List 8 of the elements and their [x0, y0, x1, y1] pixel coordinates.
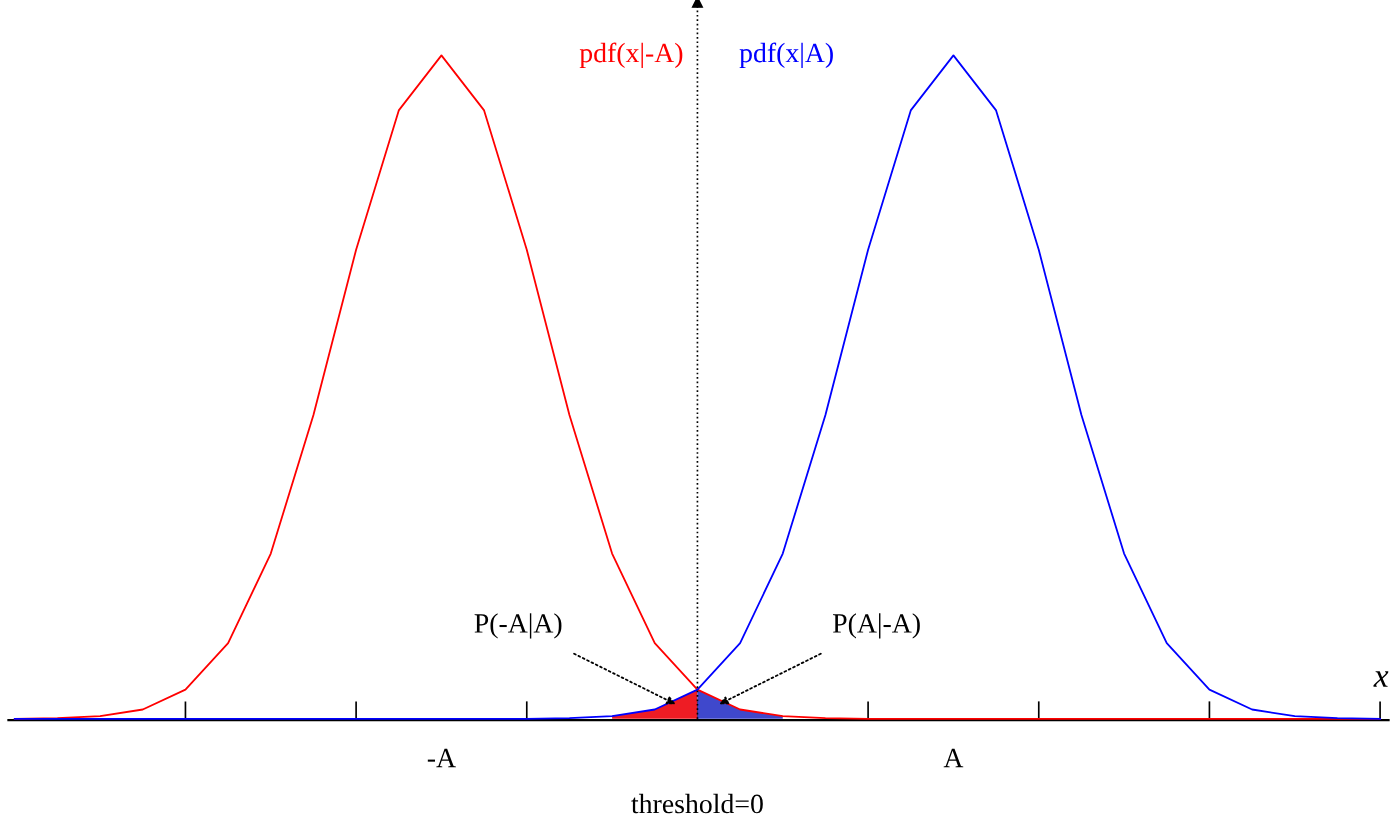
annotation: P(A|-A) — [832, 613, 920, 639]
x-tick-label: A — [943, 748, 964, 768]
text: threshold=0 — [631, 793, 763, 814]
annotation: P(-A|A) — [474, 613, 562, 639]
text: pdf(x|A) — [739, 42, 833, 69]
x-tick-label: -A — [427, 748, 456, 768]
text: pdf(x|-A) — [579, 42, 683, 69]
x-axis-title: x — [1373, 671, 1389, 687]
